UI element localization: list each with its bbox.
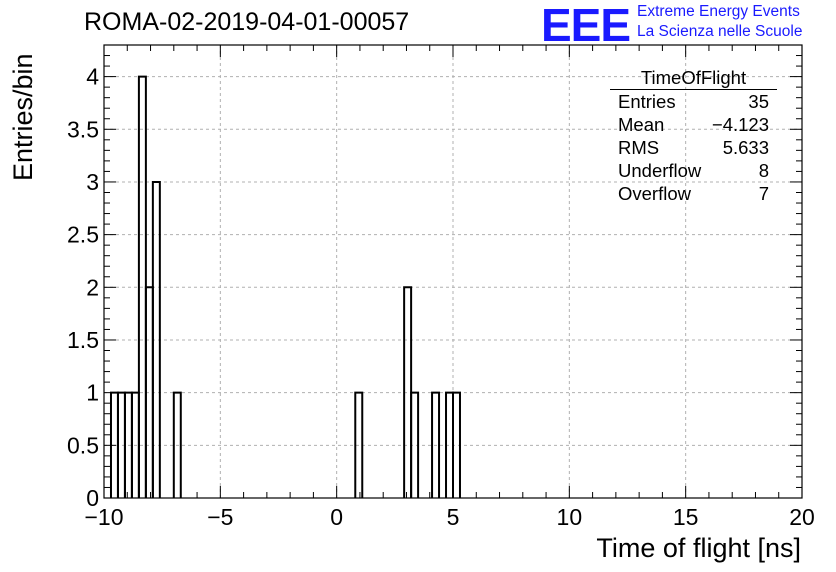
y-axis-label: Entries/bin xyxy=(8,53,38,181)
histogram-bin xyxy=(151,180,161,498)
y-tick-label: 3 xyxy=(86,169,99,195)
stats-value: 7 xyxy=(758,183,769,204)
x-tick-label: −10 xyxy=(84,504,123,530)
x-axis-label: Time of flight [ns] xyxy=(596,533,801,563)
stats-label: Mean xyxy=(618,114,665,135)
y-tick-label: 2.5 xyxy=(67,222,99,248)
stats-label: RMS xyxy=(618,137,660,158)
logo-text-line1: Extreme Energy Events xyxy=(637,3,800,20)
y-tick-label: 3.5 xyxy=(67,116,99,142)
logo-text-line2: La Scienza nelle Scuole xyxy=(637,23,803,40)
stats-box: TimeOfFlight Entries 35 Mean −4.123 RMS … xyxy=(610,67,777,205)
y-tick-label: 4 xyxy=(86,64,99,90)
histogram-bin xyxy=(354,391,364,498)
y-tick-label: 1 xyxy=(86,380,99,406)
y-tick-label: 2 xyxy=(86,274,99,300)
histogram-bin xyxy=(172,391,182,498)
stats-value: 5.633 xyxy=(722,137,769,158)
stats-row-entries: Entries 35 xyxy=(610,90,777,113)
x-tick-label: 20 xyxy=(789,504,815,530)
run-title: ROMA-02-2019-04-01-00057 xyxy=(84,8,410,36)
stats-label: Underflow xyxy=(618,160,702,181)
stats-label: Overflow xyxy=(618,183,691,204)
x-tick-label: 5 xyxy=(447,504,460,530)
y-tick-label: 1.5 xyxy=(67,327,99,353)
stats-value: −4.123 xyxy=(711,114,769,135)
histogram-bin xyxy=(431,391,441,498)
stats-row-mean: Mean −4.123 xyxy=(610,113,777,136)
histogram-bin xyxy=(452,391,461,498)
stats-row-rms: RMS 5.633 xyxy=(610,136,777,159)
stats-label: Entries xyxy=(618,91,676,112)
stats-value: 35 xyxy=(748,91,769,112)
x-tick-label: 10 xyxy=(557,504,583,530)
y-tick-label: 0 xyxy=(86,485,99,511)
eee-logo: EEE xyxy=(541,0,631,51)
histogram-bin xyxy=(410,391,420,498)
x-tick-label: 15 xyxy=(673,504,699,530)
stats-title: TimeOfFlight xyxy=(610,67,777,90)
y-tick-label: 0.5 xyxy=(67,432,99,458)
x-tick-label: 0 xyxy=(330,504,343,530)
x-tick-label: −5 xyxy=(207,504,233,530)
stats-value: 8 xyxy=(758,160,769,181)
stats-row-overflow: Overflow 7 xyxy=(610,182,777,205)
stats-row-underflow: Underflow 8 xyxy=(610,159,777,182)
